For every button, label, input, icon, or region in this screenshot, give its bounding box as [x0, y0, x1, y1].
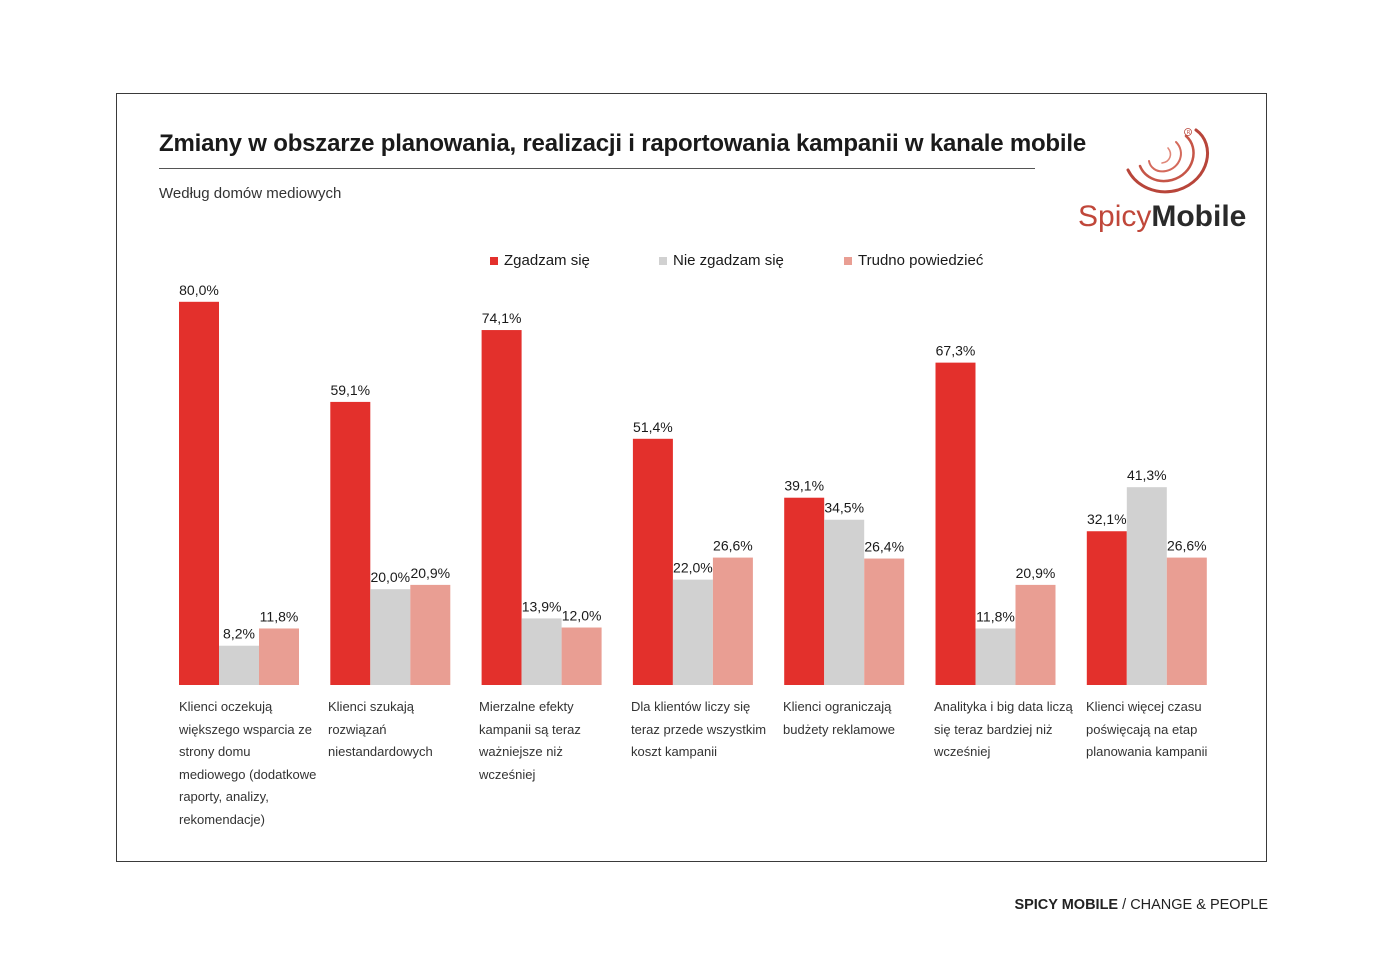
category-label: Klienci więcej czasu poświęcają na etap … — [1086, 699, 1208, 759]
data-label: 80,0% — [179, 282, 219, 298]
category-label: Klienci ograniczają budżety reklamowe — [783, 699, 895, 737]
category-label: Klienci oczekują większego wsparcia ze s… — [179, 699, 317, 827]
chart-title: Zmiany w obszarze planowania, realizacji… — [159, 130, 1086, 157]
bar-unsure — [864, 558, 905, 685]
logo-wordmark: SpicyMobile — [1078, 200, 1246, 234]
data-label: 26,6% — [1167, 538, 1207, 554]
data-label: 20,9% — [1016, 565, 1056, 581]
data-label: 26,4% — [864, 539, 904, 555]
data-label: 11,8% — [976, 608, 1015, 624]
data-label: 8,2% — [223, 626, 255, 642]
bar-disagree — [370, 589, 411, 685]
data-label: 11,8% — [260, 608, 299, 624]
data-label: 41,3% — [1127, 467, 1167, 483]
bar-agree — [1086, 531, 1127, 685]
footer: SPICY MOBILE / CHANGE & PEOPLE — [1014, 897, 1268, 913]
legend-label-disagree: Nie zgadzam się — [673, 252, 784, 269]
bar-agree — [935, 362, 976, 685]
legend-swatch-disagree — [659, 256, 667, 265]
chart-subtitle: Według domów mediowych — [159, 185, 342, 202]
data-label: 67,3% — [936, 343, 976, 359]
data-label: 59,1% — [330, 382, 370, 398]
legend-label-unsure: Trudno powiedzieć — [858, 252, 984, 269]
bar-disagree — [521, 618, 562, 685]
bar-unsure — [1015, 584, 1056, 685]
legend-swatch-agree — [490, 256, 498, 265]
data-label: 32,1% — [1087, 511, 1127, 527]
bar-agree — [784, 497, 825, 685]
category-label: Mierzalne efekty kampanii są teraz ważni… — [479, 699, 581, 782]
category-label: Dla klientów liczy się teraz przede wszy… — [631, 699, 767, 759]
bar-agree — [632, 438, 673, 685]
title-divider — [159, 168, 1035, 169]
bar-agree — [481, 330, 522, 685]
bar-unsure — [561, 627, 602, 685]
data-label: 13,9% — [522, 598, 562, 614]
bar-disagree — [672, 579, 713, 685]
data-label: 12,0% — [562, 608, 602, 624]
footer-brand: SPICY MOBILE — [1014, 897, 1119, 913]
data-label: 51,4% — [633, 419, 673, 435]
data-label: 20,0% — [370, 569, 410, 585]
legend-label-agree: Zgadzam się — [504, 252, 590, 269]
bar-disagree — [824, 519, 865, 685]
data-label: 39,1% — [784, 478, 824, 494]
data-label: 34,5% — [824, 500, 864, 516]
data-label: 74,1% — [482, 310, 522, 326]
logo-spicy-text: Spicy — [1078, 200, 1152, 233]
chart-legend: Zgadzam się Nie zgadzam się Trudno powie… — [0, 252, 1385, 272]
bar-agree — [179, 301, 219, 685]
chart-frame — [116, 93, 1267, 862]
bar-agree — [330, 401, 371, 685]
category-label: Klienci szukają rozwiązań niestandardowy… — [328, 699, 433, 759]
bar-disagree — [219, 645, 259, 685]
legend-item-disagree: Nie zgadzam się — [659, 252, 784, 269]
bar-unsure — [712, 557, 753, 685]
bar-disagree — [1126, 487, 1167, 685]
spicy-mobile-logo: R SpicyMobile — [1078, 122, 1248, 237]
bar-disagree — [975, 628, 1016, 685]
logo-mobile-text: Mobile — [1151, 200, 1247, 233]
spiral-logo-icon: R — [1126, 128, 1210, 194]
footer-tagline: / CHANGE & PEOPLE — [1118, 897, 1268, 913]
category-label: Analityka i big data liczą się teraz bar… — [934, 699, 1073, 759]
legend-item-unsure: Trudno powiedzieć — [844, 252, 983, 269]
data-label: 20,9% — [410, 565, 450, 581]
svg-text:R: R — [1187, 130, 1191, 136]
data-label: 22,0% — [673, 560, 713, 576]
data-label: 26,6% — [713, 538, 753, 554]
legend-item-agree: Zgadzam się — [490, 252, 590, 269]
bar-unsure — [259, 628, 299, 685]
legend-swatch-unsure — [844, 256, 852, 265]
bar-unsure — [1166, 557, 1207, 685]
bar-unsure — [410, 584, 451, 685]
